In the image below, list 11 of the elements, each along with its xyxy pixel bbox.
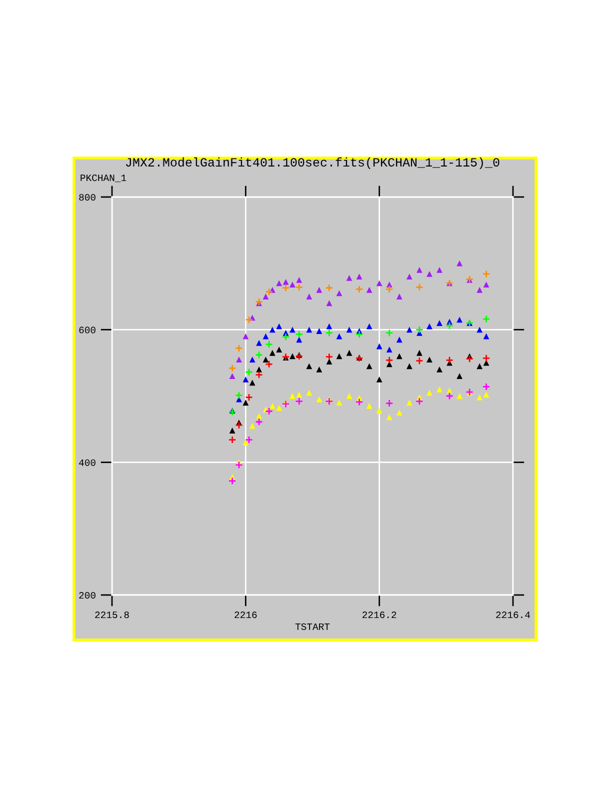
y-axis-title: PKCHAN_1 [80,174,126,182]
y-tick-label: 600 [79,326,96,334]
y-tick-label: 400 [79,459,96,466]
x-tick-label: 2216.2 [362,612,396,618]
x-tick-label: 2215.8 [95,612,129,618]
x-tick-label: 2216.4 [496,612,530,618]
chart-title: JMX2.ModelGainFit401.100sec.fits(PKCHAN_1_1-115)_0 [126,157,500,170]
x-axis-title: TSTART [295,623,330,630]
y-tick-label: 800 [79,194,96,201]
y-tick-label: 200 [79,592,96,599]
x-tick-label: 2216 [234,612,257,618]
